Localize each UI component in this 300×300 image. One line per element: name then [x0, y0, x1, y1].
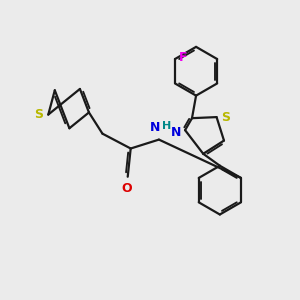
Text: H: H: [162, 121, 171, 131]
Text: F: F: [178, 51, 187, 64]
Text: O: O: [121, 182, 131, 195]
Text: N: N: [171, 126, 181, 139]
Text: N: N: [150, 121, 160, 134]
Text: S: S: [34, 108, 43, 121]
Text: S: S: [221, 111, 230, 124]
